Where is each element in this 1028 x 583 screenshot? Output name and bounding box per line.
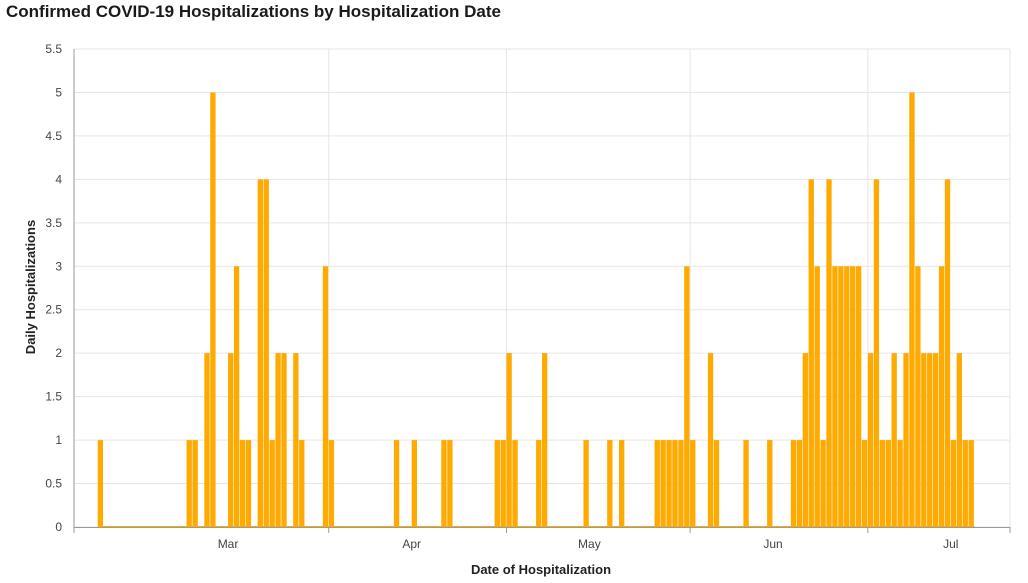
bar — [263, 179, 269, 527]
bar — [909, 92, 915, 528]
bar — [678, 440, 684, 527]
bar — [867, 353, 874, 527]
bar — [713, 440, 720, 527]
bar — [542, 353, 548, 527]
bar — [873, 179, 880, 527]
bar — [891, 353, 897, 527]
bar — [808, 179, 814, 527]
bar — [512, 440, 518, 527]
label-layer: 0 0.5 1 1.5 2 2.5 3 3.5 4 4.5 5 5.5 Mar Apr May Jun Jul — [45, 42, 958, 551]
bar — [245, 440, 252, 527]
bar — [790, 440, 797, 527]
y-tick-label: 2 — [55, 346, 62, 360]
bar — [607, 440, 613, 527]
bar — [861, 440, 868, 527]
bar — [228, 353, 234, 527]
bar — [257, 179, 263, 527]
y-tick-label: 4 — [55, 172, 62, 186]
bar — [796, 440, 803, 527]
bar — [921, 353, 927, 527]
x-axis-title: Date of Hospitalization — [471, 562, 611, 577]
x-tick-label: Apr — [402, 537, 421, 551]
bar — [767, 440, 773, 527]
bar — [944, 179, 951, 527]
bar — [322, 266, 329, 527]
bar — [903, 353, 909, 527]
y-tick-label: 3.5 — [45, 216, 62, 230]
bar — [299, 440, 305, 527]
bar — [707, 353, 714, 527]
bar — [897, 440, 903, 527]
bar — [281, 353, 287, 527]
bar — [855, 266, 862, 527]
bar — [838, 266, 844, 527]
bar — [660, 440, 666, 527]
bar — [293, 353, 299, 527]
y-tick-label: 0 — [55, 520, 62, 534]
y-tick-label: 1.5 — [45, 390, 62, 404]
bar — [97, 440, 104, 527]
bar — [186, 440, 192, 527]
bar — [932, 353, 939, 527]
bar — [844, 266, 850, 527]
x-tick-label: Jun — [763, 537, 782, 551]
bar — [494, 440, 500, 527]
bar — [968, 440, 974, 527]
y-axis-title: Daily Hospitalizations — [23, 220, 38, 354]
bar — [879, 440, 885, 527]
bar — [536, 440, 542, 527]
bar — [233, 266, 240, 527]
bar — [393, 440, 400, 527]
y-tick-label: 1 — [55, 433, 62, 447]
bar — [328, 440, 335, 527]
bar — [500, 440, 506, 527]
bar — [239, 440, 246, 527]
y-tick-label: 0.5 — [45, 477, 62, 491]
x-tick-label: May — [578, 537, 601, 551]
bar — [583, 440, 589, 527]
bar — [619, 440, 625, 527]
bar — [802, 353, 808, 527]
bar — [447, 440, 453, 527]
y-tick-label: 3 — [55, 259, 62, 273]
bar — [654, 440, 660, 527]
bar — [885, 440, 891, 527]
bar — [192, 440, 198, 527]
bar — [962, 440, 968, 527]
bar-layer — [97, 92, 975, 528]
bar — [411, 440, 417, 527]
bar — [690, 440, 696, 527]
bar — [820, 440, 826, 527]
bar — [915, 266, 921, 527]
x-tick-label: Mar — [218, 537, 239, 551]
y-tick-label: 2.5 — [45, 303, 62, 317]
bar — [956, 353, 963, 527]
bar — [814, 266, 820, 527]
bar — [441, 440, 447, 527]
bar — [269, 440, 275, 527]
bar — [684, 266, 690, 527]
y-tick-label: 5.5 — [45, 42, 62, 56]
bar — [850, 266, 856, 527]
bar — [210, 92, 216, 528]
bar — [832, 266, 838, 527]
x-tick-label: Jul — [943, 537, 958, 551]
bar — [950, 440, 957, 527]
bar — [204, 353, 210, 527]
bar — [743, 440, 749, 527]
bar — [927, 353, 933, 527]
bar — [938, 266, 945, 527]
axis-layer — [73, 49, 1011, 533]
bar — [826, 179, 832, 527]
bar — [672, 440, 678, 527]
y-tick-label: 4.5 — [45, 129, 62, 143]
y-tick-label: 5 — [55, 85, 62, 99]
chart-title: Confirmed COVID-19 Hospitalizations by H… — [6, 2, 501, 21]
bar — [275, 353, 281, 527]
bar — [666, 440, 672, 527]
bar — [506, 353, 512, 527]
